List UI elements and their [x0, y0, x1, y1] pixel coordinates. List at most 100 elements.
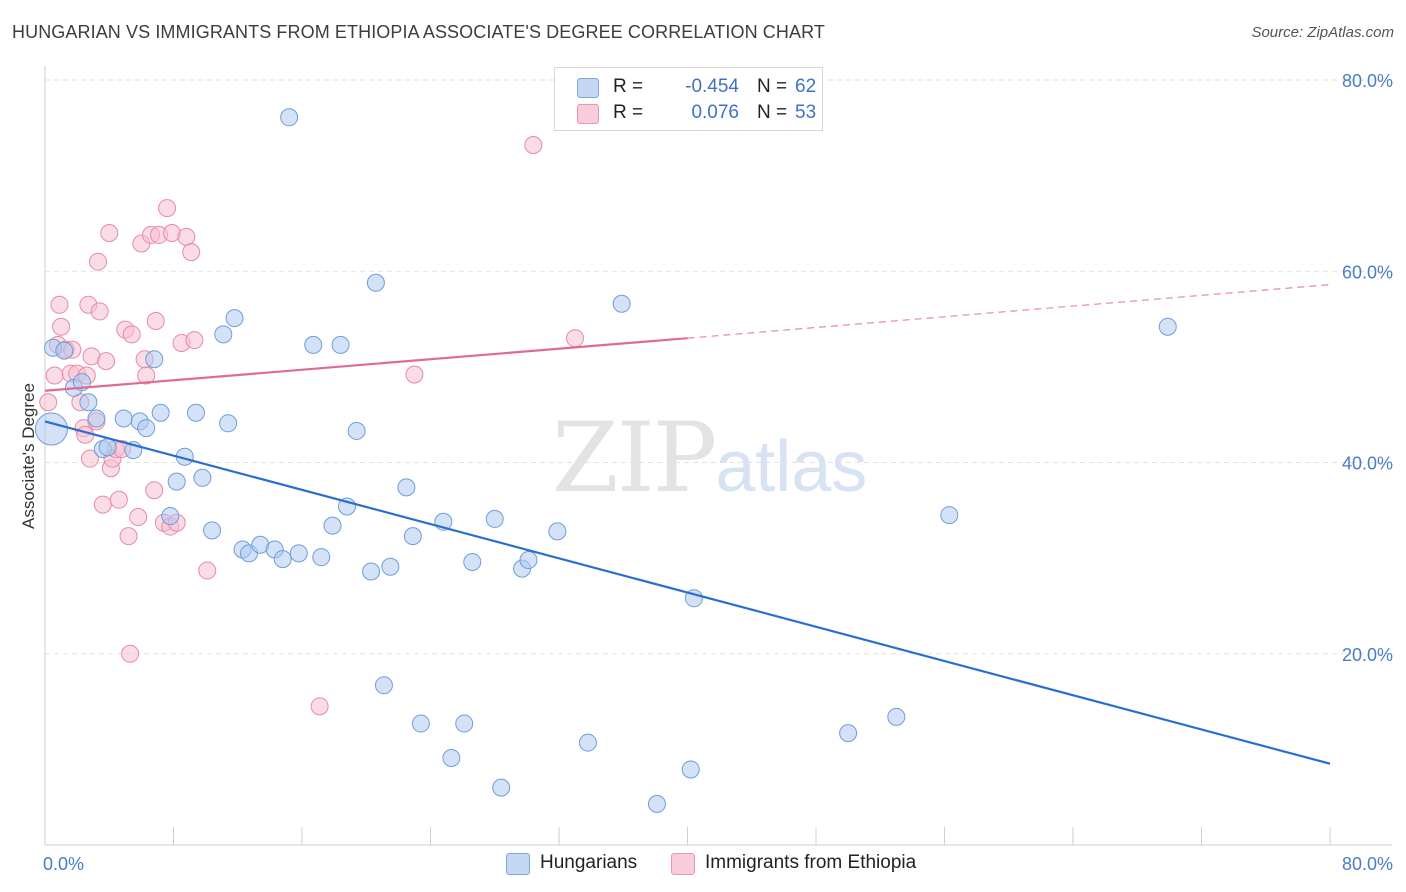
ethiopia-point — [129, 508, 148, 527]
ethiopia-point — [146, 311, 165, 330]
legend-n-value: 53 — [795, 102, 817, 123]
y-tick-label: 60.0% — [1342, 262, 1393, 282]
ethiopia-point — [89, 252, 108, 271]
ethiopia-trend-line — [44, 337, 688, 392]
hungarian-point — [347, 421, 366, 440]
bottom-legend-label: Hungarians — [540, 852, 638, 873]
ethiopia-point — [182, 243, 201, 262]
hungarian-point — [304, 335, 323, 354]
ethiopia-point — [524, 136, 543, 155]
ethiopia-point — [109, 490, 128, 509]
hungarian-point — [381, 557, 400, 576]
ethiopia-point — [121, 644, 140, 663]
grid-lines — [45, 79, 1392, 655]
ethiopia-point — [80, 449, 99, 468]
correlation-legend: R = -0.454 N = 62 R = 0.076 N = 53 — [554, 67, 823, 131]
hungarian-point — [186, 403, 205, 422]
hungarian-point — [887, 707, 906, 726]
hungarian-point — [366, 273, 385, 292]
hungarian-point — [403, 527, 422, 546]
hungarian-point — [114, 409, 133, 428]
y-tick-label: 40.0% — [1342, 454, 1393, 474]
hungarian-point — [519, 551, 538, 570]
hungarian-point — [87, 409, 106, 428]
ethiopia-point — [93, 495, 112, 514]
ethiopia-point — [198, 561, 217, 580]
ethiopia-point — [90, 302, 109, 321]
hungarian-point — [289, 544, 308, 563]
ethiopia-point — [185, 331, 204, 350]
hungarian-point — [485, 509, 504, 528]
ethiopia-point — [50, 295, 69, 314]
legend-swatch-blue — [577, 78, 599, 98]
legend-swatch-pink — [577, 104, 599, 124]
chart-title: HUNGARIAN VS IMMIGRANTS FROM ETHIOPIA AS… — [12, 22, 825, 42]
ethiopia-point — [119, 527, 138, 546]
ethiopia-point — [100, 224, 119, 242]
hungarian-point — [362, 562, 381, 581]
watermark: ZIPatlas — [552, 402, 867, 514]
hungarian-point — [280, 108, 299, 127]
hungarian-point — [225, 309, 244, 328]
hungarian-points — [34, 108, 1177, 813]
hungarian-point — [411, 714, 430, 733]
hungarian-point — [151, 403, 170, 422]
bottom-legend-label: Immigrants from Ethiopia — [705, 852, 917, 873]
ethiopia-point — [177, 227, 196, 246]
ethiopia-point — [145, 481, 164, 500]
hungarian-point — [455, 714, 474, 733]
hungarian-point — [273, 550, 292, 569]
hungarian-point — [374, 676, 393, 695]
ethiopia-point — [39, 393, 58, 412]
hungarian-point — [193, 468, 212, 487]
watermark-atlas: atlas — [715, 427, 868, 507]
ethiopia-point — [97, 352, 116, 371]
y-tick-label: 80.0% — [1342, 71, 1393, 91]
hungarian-point — [167, 472, 186, 491]
ethiopia-point — [52, 317, 71, 336]
hungarian-point — [55, 341, 74, 360]
x-tick-label: 80.0% — [1342, 854, 1393, 874]
ethiopia-trend-extension — [687, 284, 1331, 339]
hungarian-point — [79, 393, 98, 412]
ethiopia-point — [405, 365, 424, 384]
legend-r-value: -0.454 — [685, 76, 739, 97]
hungarian-point — [98, 438, 117, 457]
hungarian-point — [578, 733, 597, 752]
hungarian-point — [492, 778, 511, 797]
hungarian-point — [612, 294, 631, 313]
hungarian-point — [219, 414, 238, 433]
x-tick-label: 0.0% — [43, 854, 84, 874]
hungarian-point — [203, 521, 222, 540]
hungarian-point — [137, 419, 156, 438]
hungarian-trend-line — [44, 420, 1331, 765]
hungarian-point — [323, 516, 342, 535]
y-axis-label: Associate's Degree — [19, 383, 38, 529]
legend-n-value: 62 — [795, 76, 817, 97]
hungarian-point — [145, 350, 164, 369]
hungarian-point — [214, 325, 233, 344]
hungarian-point — [34, 412, 68, 446]
hungarian-point — [681, 760, 700, 779]
hungarian-point — [1158, 317, 1177, 336]
hungarian-point — [331, 335, 350, 354]
legend-n-label: N = — [757, 76, 788, 97]
watermark-zip: ZIP — [552, 402, 717, 514]
hungarian-point — [548, 522, 567, 541]
hungarian-point — [463, 552, 482, 571]
hungarian-point — [940, 506, 959, 525]
ethiopia-point — [566, 329, 585, 348]
source-credit: Source: ZipAtlas.com — [1251, 24, 1394, 41]
legend-r-label: R = — [613, 102, 644, 123]
trend-lines — [44, 284, 1331, 765]
bottom-swatch-pink — [671, 853, 695, 875]
legend-n-label: N = — [757, 102, 788, 123]
hungarian-point — [312, 548, 331, 567]
ethiopia-point — [122, 325, 141, 344]
legend-r-value: 0.076 — [691, 102, 739, 123]
bottom-swatch-blue — [506, 853, 530, 875]
hungarian-point — [647, 794, 666, 813]
hungarian-point — [397, 478, 416, 497]
hungarian-point — [442, 748, 461, 767]
